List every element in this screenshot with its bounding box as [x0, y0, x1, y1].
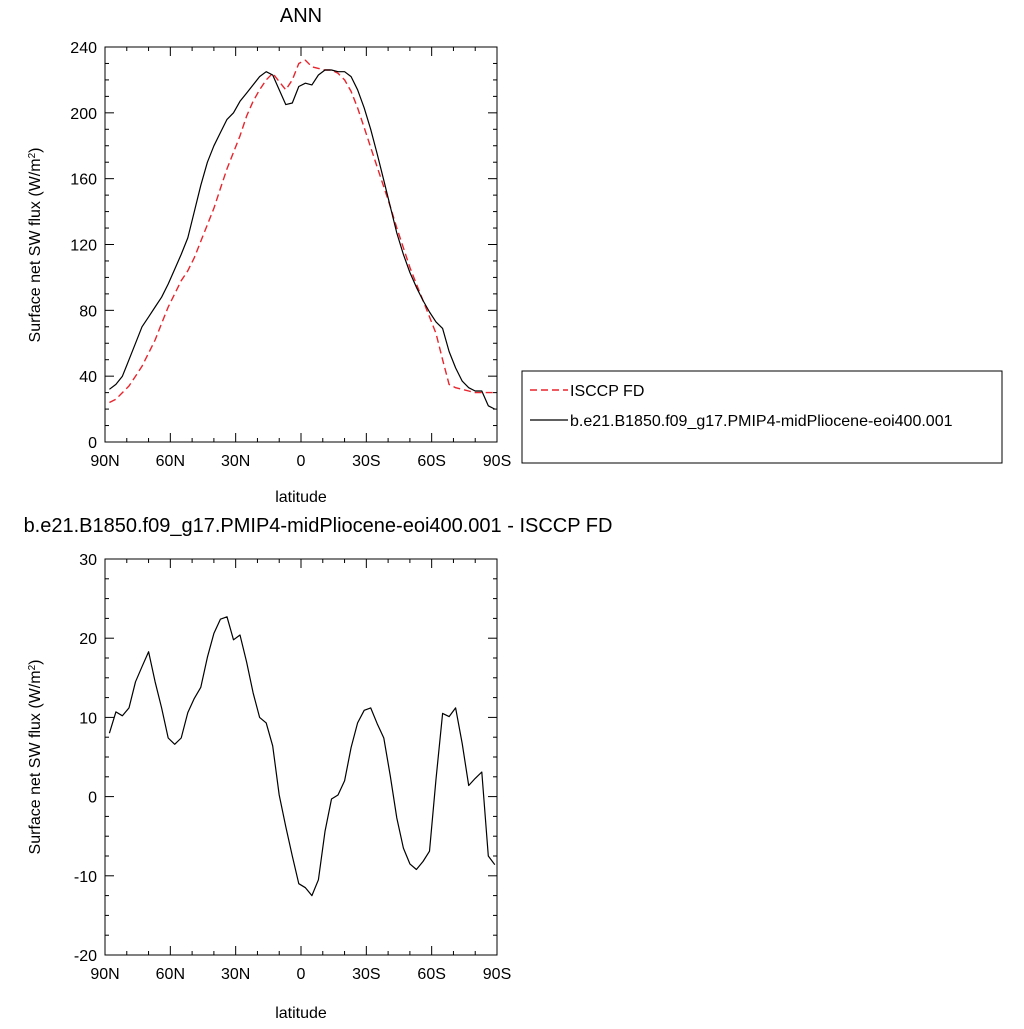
y-tick-label: 160: [70, 172, 97, 189]
bottom-series-group: [108, 616, 496, 897]
bottom-y-axis-label: Surface net SW flux (W/m2): [27, 660, 45, 855]
y-tick-label: 20: [79, 631, 97, 648]
y-tick-label: 40: [79, 369, 97, 386]
x-tick-label: 60N: [156, 966, 185, 983]
top-minor-ticks: [105, 47, 497, 442]
chart-legend: ISCCP FD b.e21.B1850.f09_g17.PMIP4-midPl…: [521, 370, 1003, 464]
bottom-chart-title: b.e21.B1850.f09_g17.PMIP4-midPliocene-eo…: [24, 515, 613, 537]
y-tick-label: 10: [79, 710, 97, 727]
top-y-axis-ticks: 0 40 80 120 160 200 240: [70, 40, 497, 452]
top-chart-title: ANN: [280, 5, 322, 27]
y-tick-label: 0: [88, 435, 97, 452]
x-tick-label: 90N: [90, 453, 119, 470]
y-tick-label: 200: [70, 106, 97, 123]
x-tick-label: 0: [297, 453, 306, 470]
bottom-x-axis-ticks: 90N 60N 30N 0 30S 60S 90S: [90, 559, 511, 983]
bottom-y-axis-ticks: -20 -10 0 10 20 30: [74, 552, 497, 965]
x-tick-label: 60N: [156, 453, 185, 470]
x-tick-label: 30S: [352, 453, 380, 470]
y-tick-label: 30: [79, 552, 97, 569]
bottom-minor-ticks: [105, 559, 497, 955]
top-y-axis-label: Surface net SW flux (W/m2): [27, 148, 45, 343]
x-tick-label: 0: [297, 966, 306, 983]
legend-label-isccp-fd: ISCCP FD: [570, 383, 644, 400]
top-series-group: [109, 59, 496, 410]
bottom-series-line-0: [108, 616, 496, 897]
top-series-line-0: [109, 59, 495, 404]
y-tick-label: -20: [74, 948, 97, 965]
top-x-axis-label: latitude: [275, 489, 327, 506]
x-tick-label: 90N: [90, 966, 119, 983]
x-tick-label: 30N: [221, 453, 250, 470]
top-series-line-1: [109, 69, 496, 410]
top-x-axis-ticks: 90N 60N 30N 0 30S 60S 90S: [90, 47, 511, 470]
y-tick-label: -10: [74, 869, 97, 886]
y-tick-label: 240: [70, 40, 97, 57]
x-tick-label: 90S: [483, 453, 511, 470]
x-tick-label: 30S: [352, 966, 380, 983]
bottom-x-axis-label: latitude: [275, 1005, 327, 1022]
x-tick-label: 30N: [221, 966, 250, 983]
legend-box: [521, 370, 1003, 464]
y-tick-label: 0: [88, 790, 97, 807]
y-tick-label: 120: [70, 238, 97, 255]
bottom-chart-panel: b.e21.B1850.f09_g17.PMIP4-midPliocene-eo…: [24, 515, 613, 1022]
y-tick-label: 80: [79, 303, 97, 320]
x-tick-label: 90S: [483, 966, 511, 983]
x-tick-label: 60S: [417, 453, 445, 470]
legend-label-model: b.e21.B1850.f09_g17.PMIP4-midPliocene-eo…: [570, 413, 953, 430]
x-tick-label: 60S: [417, 966, 445, 983]
top-plot-frame: [104, 46, 498, 443]
